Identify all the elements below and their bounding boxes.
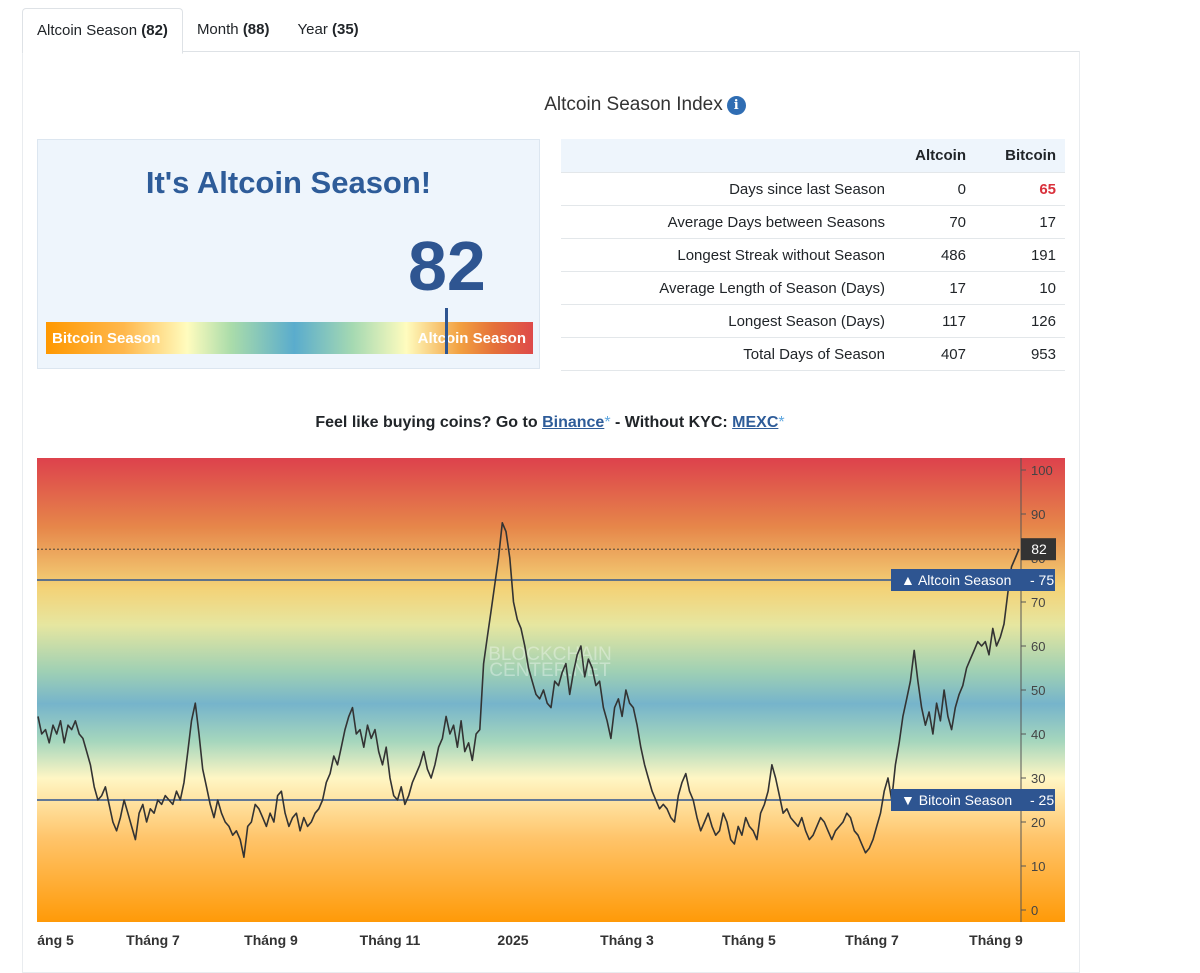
row-label: Average Length of Season (Days) [561, 271, 885, 305]
y-tick-label: 70 [1031, 595, 1045, 610]
x-tick-label: Tháng 7 [845, 932, 899, 948]
season-headline: It's Altcoin Season! [145, 165, 432, 200]
threshold-label-box [891, 569, 1055, 591]
season-index-value: 82 [408, 227, 486, 305]
x-tick-label: Tháng 5 [722, 932, 776, 948]
row-label: Days since last Season [561, 172, 885, 206]
y-tick-label: 50 [1031, 683, 1045, 698]
table-row: Days since last Season 0 65 [561, 172, 1065, 206]
table-header-row: Altcoin Bitcoin [561, 139, 1065, 173]
x-tick-label: 2025 [497, 932, 528, 948]
current-value-box [1021, 538, 1056, 561]
y-tick-label: 30 [1031, 771, 1045, 786]
y-tick-label: 20 [1031, 815, 1045, 830]
tab-label: Altcoin Season [37, 22, 138, 39]
table-row: Longest Streak without Season 486 191 [561, 238, 1065, 272]
chart-labels: ▲ Altcoin Season - 75 ▼ Bitcoin Season - 25… [891, 538, 1056, 811]
table-row: Average Days between Seasons 70 17 [561, 205, 1065, 239]
series-line [37, 522, 1020, 858]
row-label: Average Days between Seasons [561, 205, 885, 239]
table-row: Total Days of Season 407 953 [561, 337, 1065, 371]
tab-altcoin-season[interactable]: Altcoin Season (82) [22, 8, 183, 54]
tab-label: Month [196, 21, 239, 38]
row-label: Total Days of Season [561, 337, 885, 371]
threshold-value-text: - 75 [1030, 572, 1054, 588]
current-value-label: 82 [1031, 541, 1047, 557]
bitcoin-value: 10 [975, 271, 1065, 305]
title-text: Altcoin Season Index [544, 94, 723, 115]
gauge-marker [445, 308, 448, 354]
chart-background [37, 458, 1065, 922]
threshold-value-text: - 25 [1030, 792, 1054, 808]
x-tick-label: Tháng 9 [244, 932, 298, 948]
y-tick-label: 100 [1031, 463, 1053, 478]
altcoin-season-chart[interactable]: BLOCKCHAIN CENTER.NET 010203040506070809… [37, 458, 1067, 958]
table-row: Average Length of Season (Days) 17 10 [561, 271, 1065, 305]
header-altcoin: Altcoin [885, 139, 975, 173]
threshold-label-box [891, 789, 1055, 811]
footnote-star: * [778, 414, 785, 431]
y-tick-label: 40 [1031, 727, 1045, 742]
y-tick-label: 90 [1031, 507, 1045, 522]
y-tick-label: 60 [1031, 639, 1045, 654]
altcoin-season-label: Altcoin Season [417, 330, 526, 347]
table-row: Longest Season (Days) 117 126 [561, 304, 1065, 338]
tab-label: Year [297, 21, 328, 38]
exchange-promo: Feel like buying coins? Go to Binance* -… [0, 414, 1100, 432]
row-label: Longest Streak without Season [561, 238, 885, 272]
threshold-lines [37, 548, 1021, 801]
altcoin-value: 407 [885, 337, 975, 371]
mexc-link[interactable]: MEXC [732, 414, 779, 431]
x-tick-label: Tháng 11 [360, 932, 421, 948]
tab-month[interactable]: Month (88) [183, 8, 284, 52]
bitcoin-value: 126 [975, 304, 1065, 338]
bitcoin-value: 17 [975, 205, 1065, 239]
x-tick-label: Tháng 5 [37, 932, 74, 948]
x-tick-label: Tháng 3 [600, 932, 654, 948]
watermark-line-2: CENTER.NET [489, 660, 611, 681]
bitcoin-season-label: Bitcoin Season [52, 330, 161, 347]
binance-link[interactable]: Binance [542, 414, 605, 431]
altcoin-value: 0 [885, 172, 975, 206]
y-tick-label: 10 [1031, 859, 1045, 874]
header-bitcoin: Bitcoin [975, 139, 1065, 173]
bitcoin-value: 953 [975, 337, 1065, 371]
season-gauge-card: It's Altcoin Season! 82 Bitcoin Season A… [37, 139, 540, 369]
y-tick-label: 0 [1031, 903, 1038, 918]
chart-series [37, 522, 1020, 858]
footnote-star: * [604, 414, 611, 431]
tab-bar: Altcoin Season (82) Month (88) Year (35) [22, 8, 373, 54]
bitcoin-value: 191 [975, 238, 1065, 272]
promo-text: Feel like buying coins? Go to [315, 414, 543, 431]
altcoin-value: 117 [885, 304, 975, 338]
header-empty [561, 139, 885, 173]
page-title: Altcoin Season Index i [0, 94, 1200, 116]
season-stats-table: Altcoin Bitcoin Days since last Season 0… [561, 139, 1065, 371]
threshold-label-text: ▼ Bitcoin Season [901, 792, 1012, 808]
info-icon[interactable]: i [726, 96, 746, 115]
x-tick-label: Tháng 9 [969, 932, 1023, 948]
tab-count: (35) [331, 21, 359, 38]
altcoin-value: 17 [885, 271, 975, 305]
bitcoin-value: 65 [975, 172, 1065, 206]
tab-year[interactable]: Year (35) [284, 8, 373, 52]
tab-count: (88) [242, 21, 270, 38]
altcoin-value: 70 [885, 205, 975, 239]
x-tick-label: Tháng 7 [126, 932, 180, 948]
promo-text: - Without KYC: [610, 414, 733, 431]
season-gradient-bar: Bitcoin Season Altcoin Season [46, 308, 533, 354]
threshold-label-text: ▲ Altcoin Season [901, 572, 1011, 588]
row-label: Longest Season (Days) [561, 304, 885, 338]
altcoin-value: 486 [885, 238, 975, 272]
tab-count: (82) [141, 22, 168, 39]
